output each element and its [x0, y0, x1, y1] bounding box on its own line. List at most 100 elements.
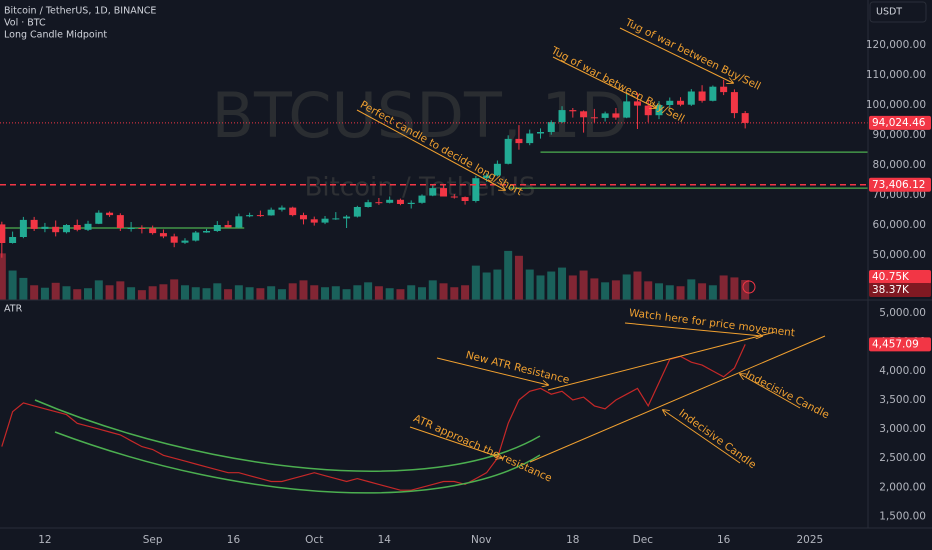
volume-bar [353, 285, 362, 300]
annotation-arrow [624, 322, 762, 336]
atr-title: ATR [4, 304, 23, 315]
annotation-arrow [436, 357, 548, 385]
candle-body [30, 219, 38, 229]
volume-bar [245, 287, 254, 300]
candle-body [633, 101, 641, 106]
volume-title: Vol · BTC [4, 18, 46, 29]
atr-line [1, 344, 746, 491]
annotation-arrow [356, 109, 505, 190]
currency-button[interactable] [869, 1, 927, 23]
volume-bar [310, 285, 319, 300]
candle-body [52, 226, 60, 233]
volume-bar [288, 283, 297, 300]
candle-body [730, 92, 738, 114]
volume-bar [213, 283, 222, 300]
candle-body [429, 188, 437, 196]
volume-bar [396, 289, 405, 300]
trend-line [547, 331, 776, 391]
y-tick-label: 70,000.00 [873, 189, 926, 201]
candle-body [558, 110, 566, 123]
candle-body [590, 117, 598, 119]
candle-body [84, 223, 92, 230]
volume-bar [633, 271, 642, 300]
x-tick-label: Sep [143, 534, 163, 546]
volume-bar [525, 269, 534, 300]
volume-bar [622, 274, 631, 300]
axis-label: 38.37K [872, 284, 910, 296]
volume-bar [450, 287, 459, 300]
volume-bar [105, 285, 114, 300]
candle-body [321, 218, 329, 223]
curve [54, 431, 541, 494]
volume-bar [30, 285, 39, 300]
candle-body [644, 105, 652, 116]
x-tick-label: 18 [566, 534, 579, 546]
candle-body [41, 226, 49, 229]
candle-body [580, 111, 588, 118]
candle-body [386, 199, 394, 203]
y-tick-label: 90,000.00 [873, 129, 926, 141]
x-tick-label: 12 [38, 534, 51, 546]
candle-body [127, 228, 135, 229]
candle-body [192, 232, 200, 241]
candle-body [332, 218, 340, 220]
y-tick-label: 120,000.00 [866, 39, 926, 51]
candle-body [709, 86, 717, 101]
volume-bar [159, 284, 168, 300]
candle-body [450, 196, 458, 198]
axis-label: 94,024.46 [872, 117, 926, 129]
volume-bar [698, 283, 707, 300]
volume-bar [568, 275, 577, 300]
candle-body [504, 138, 512, 164]
candle-body [138, 228, 146, 229]
candle-body [181, 240, 189, 243]
candle-body [698, 91, 706, 101]
x-tick-label: 14 [378, 534, 392, 546]
candle-body [19, 219, 27, 237]
candle-body [407, 202, 415, 204]
replay-icon [742, 280, 756, 294]
volume-bar [180, 285, 189, 300]
x-tick-label: 16 [717, 534, 731, 546]
candle-body [483, 175, 491, 179]
candle-body [9, 237, 17, 243]
curve [34, 399, 541, 472]
candle-body [343, 216, 351, 219]
y-tick-label: 60,000.00 [873, 219, 926, 231]
volume-bar [299, 280, 308, 300]
candle-body [73, 225, 81, 230]
volume-bar [461, 285, 470, 300]
volume-bar [234, 285, 243, 300]
volume-bar [558, 267, 567, 300]
y-tick-label: 3,000.00 [879, 423, 926, 435]
annotation-arrow [740, 374, 801, 409]
currency-label[interactable]: USDT [876, 7, 902, 18]
axis-label: 40.75K [872, 271, 910, 283]
candle-body [224, 225, 232, 228]
volume-bar [385, 288, 394, 300]
x-tick-label: Nov [471, 534, 492, 546]
volume-bar [62, 286, 71, 300]
candle-body [62, 225, 70, 233]
volume-bar [579, 270, 588, 300]
volume-bar [536, 275, 545, 300]
volume-bar [590, 278, 599, 300]
candle-body [213, 225, 221, 231]
volume-bar [0, 253, 6, 300]
volume-bar [8, 270, 17, 300]
candle-body [310, 219, 318, 223]
axis-label-box [869, 283, 931, 297]
y-tick-label: 3,500.00 [879, 394, 926, 406]
axis-label: 73,406.12 [872, 179, 925, 191]
volume-bar [471, 265, 480, 300]
candle-body [159, 233, 167, 237]
axis-label-box [869, 115, 931, 130]
candle-body [493, 163, 501, 176]
volume-bar [676, 286, 685, 300]
candle-body [106, 212, 114, 216]
volume-bar [84, 288, 93, 300]
volume-bar [191, 287, 200, 300]
volume-bar [665, 285, 674, 300]
candle-body [170, 236, 178, 243]
